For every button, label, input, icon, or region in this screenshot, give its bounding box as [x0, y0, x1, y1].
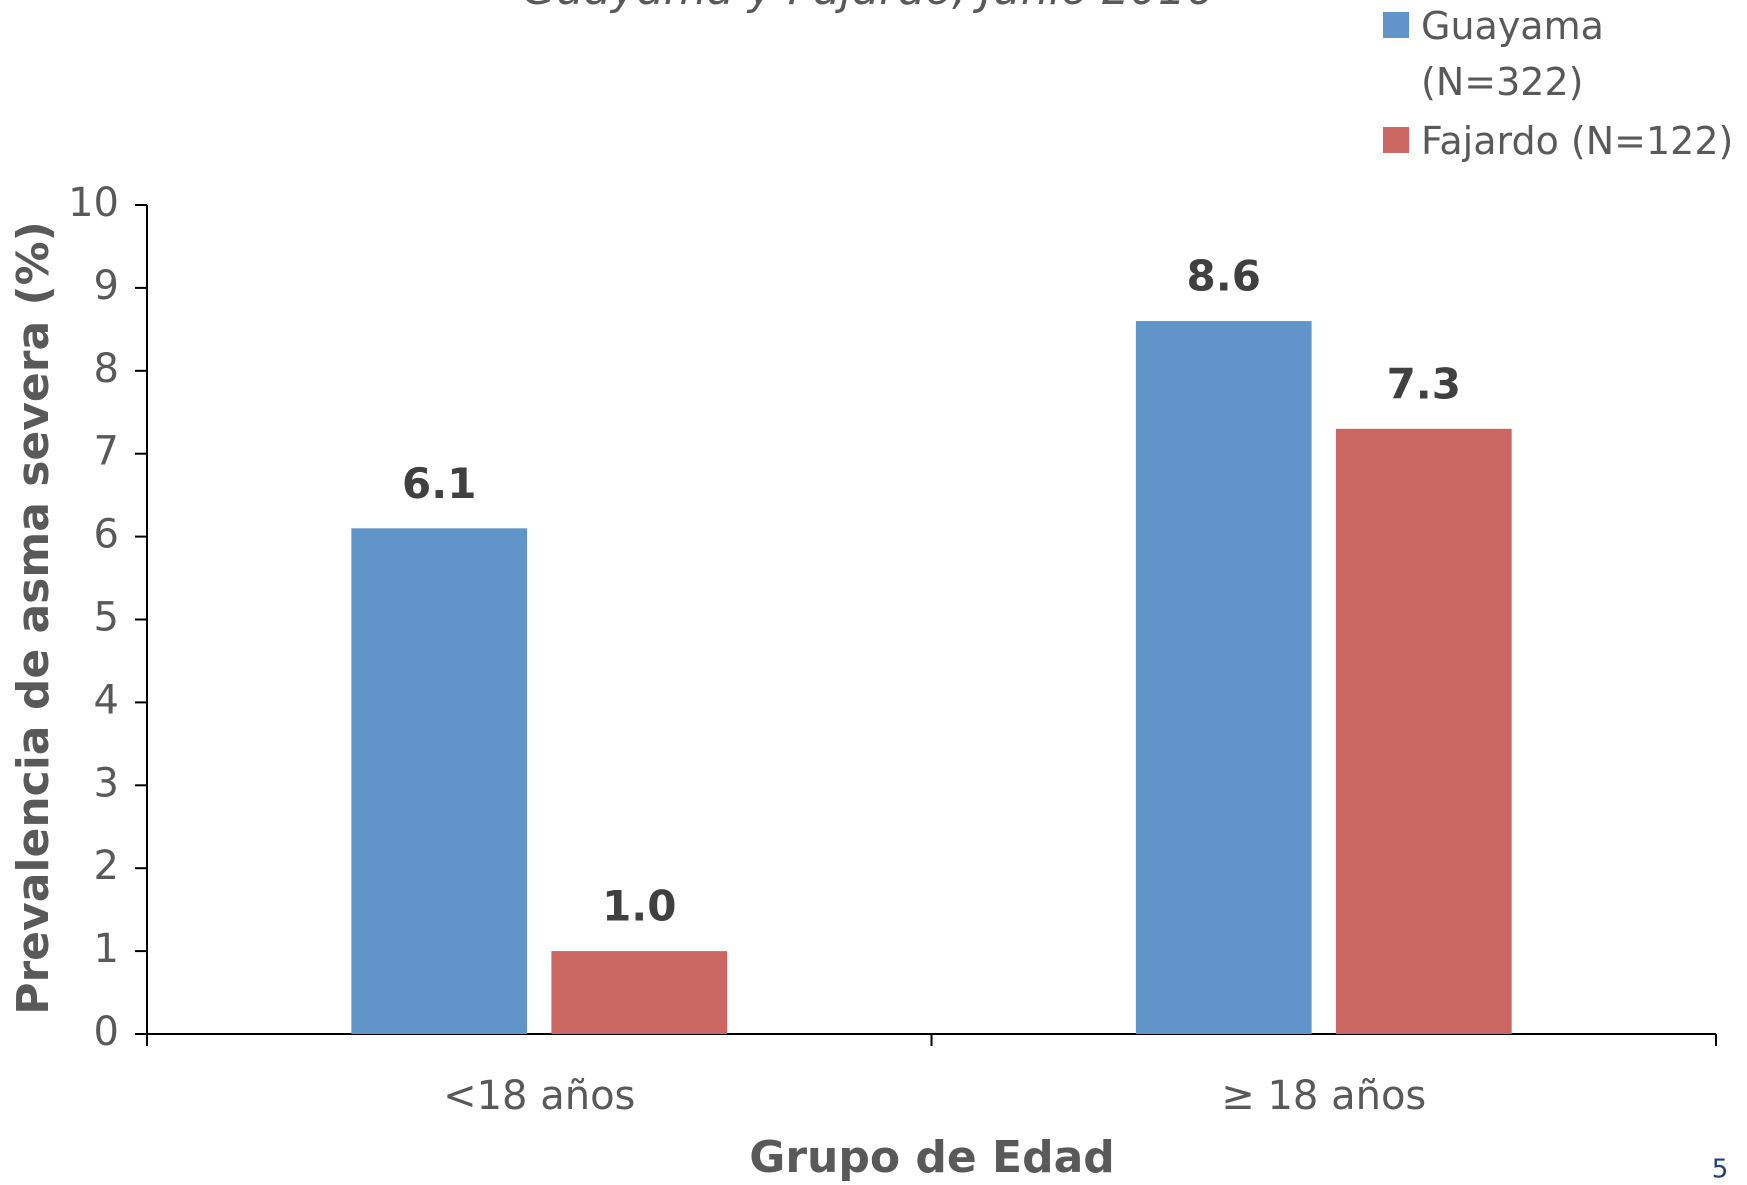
- y-tick-label: 9: [94, 263, 119, 309]
- legend-label: Fajardo (N=122): [1421, 119, 1734, 163]
- bar: [551, 951, 728, 1034]
- y-axis-title: Prevalencia de asma severa (%): [8, 221, 59, 1015]
- legend-label: Guayama (N=322): [1421, 4, 1604, 104]
- data-label: 6.1: [402, 459, 476, 508]
- x-tick-label: <18 años: [443, 1073, 635, 1119]
- data-label: 1.0: [602, 882, 676, 931]
- legend-swatch: [1383, 12, 1409, 38]
- y-tick-label: 1: [94, 926, 119, 972]
- y-tick-label: 5: [94, 595, 119, 641]
- x-tick-label: ≥ 18 años: [1221, 1073, 1426, 1119]
- legend-swatch: [1383, 127, 1409, 153]
- y-tick-label: 0: [94, 1009, 119, 1055]
- bar: [1135, 321, 1312, 1034]
- data-label: 8.6: [1187, 252, 1261, 301]
- y-tick-label: 10: [68, 180, 119, 226]
- chart-title: Guayama y Fajardo, Junio 2016: [522, 0, 1214, 15]
- bar: [1335, 428, 1512, 1035]
- page-number: 5: [1712, 1155, 1729, 1185]
- y-tick-label: 7: [94, 429, 119, 475]
- y-tick-label: 4: [94, 677, 119, 723]
- y-tick-label: 8: [94, 346, 119, 392]
- y-tick-label: 2: [94, 843, 119, 889]
- x-axis-title: Grupo de Edad: [749, 1132, 1115, 1183]
- y-tick-label: 6: [94, 512, 119, 558]
- bar: [351, 528, 528, 1034]
- y-tick-label: 3: [94, 760, 119, 806]
- data-label: 7.3: [1387, 359, 1461, 408]
